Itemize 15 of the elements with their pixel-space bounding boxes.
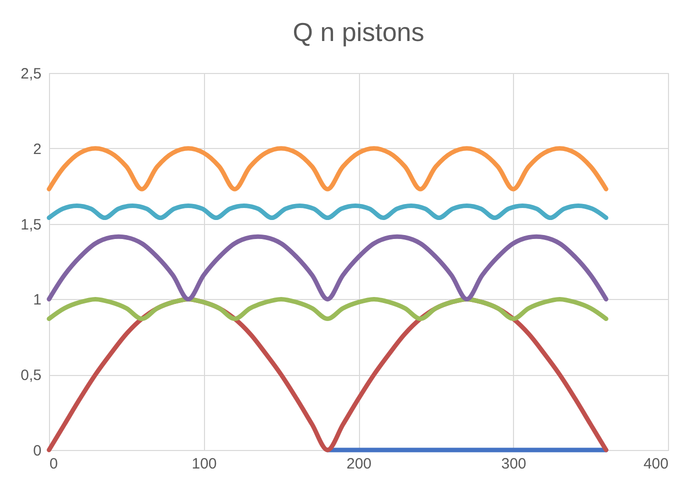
x-tick-label: 100 <box>192 456 217 472</box>
y-tick-label: 2 <box>33 140 42 158</box>
chart-title: Q n pistons <box>292 17 424 47</box>
y-tick-label: 2,5 <box>20 66 42 82</box>
line-series <box>46 234 608 302</box>
x-tick-label: 300 <box>501 456 526 472</box>
y-tick-label: 1,5 <box>20 216 42 234</box>
line-series <box>46 296 608 322</box>
x-tick-label: 0 <box>50 456 58 472</box>
y-tick-label: 0,5 <box>20 367 42 384</box>
x-tick-label: 200 <box>346 456 372 472</box>
x-tick-label: 400 <box>643 456 668 472</box>
y-tick-label: 1 <box>33 292 42 309</box>
y-tick-label: 0 <box>33 442 42 460</box>
line-series <box>46 146 608 192</box>
